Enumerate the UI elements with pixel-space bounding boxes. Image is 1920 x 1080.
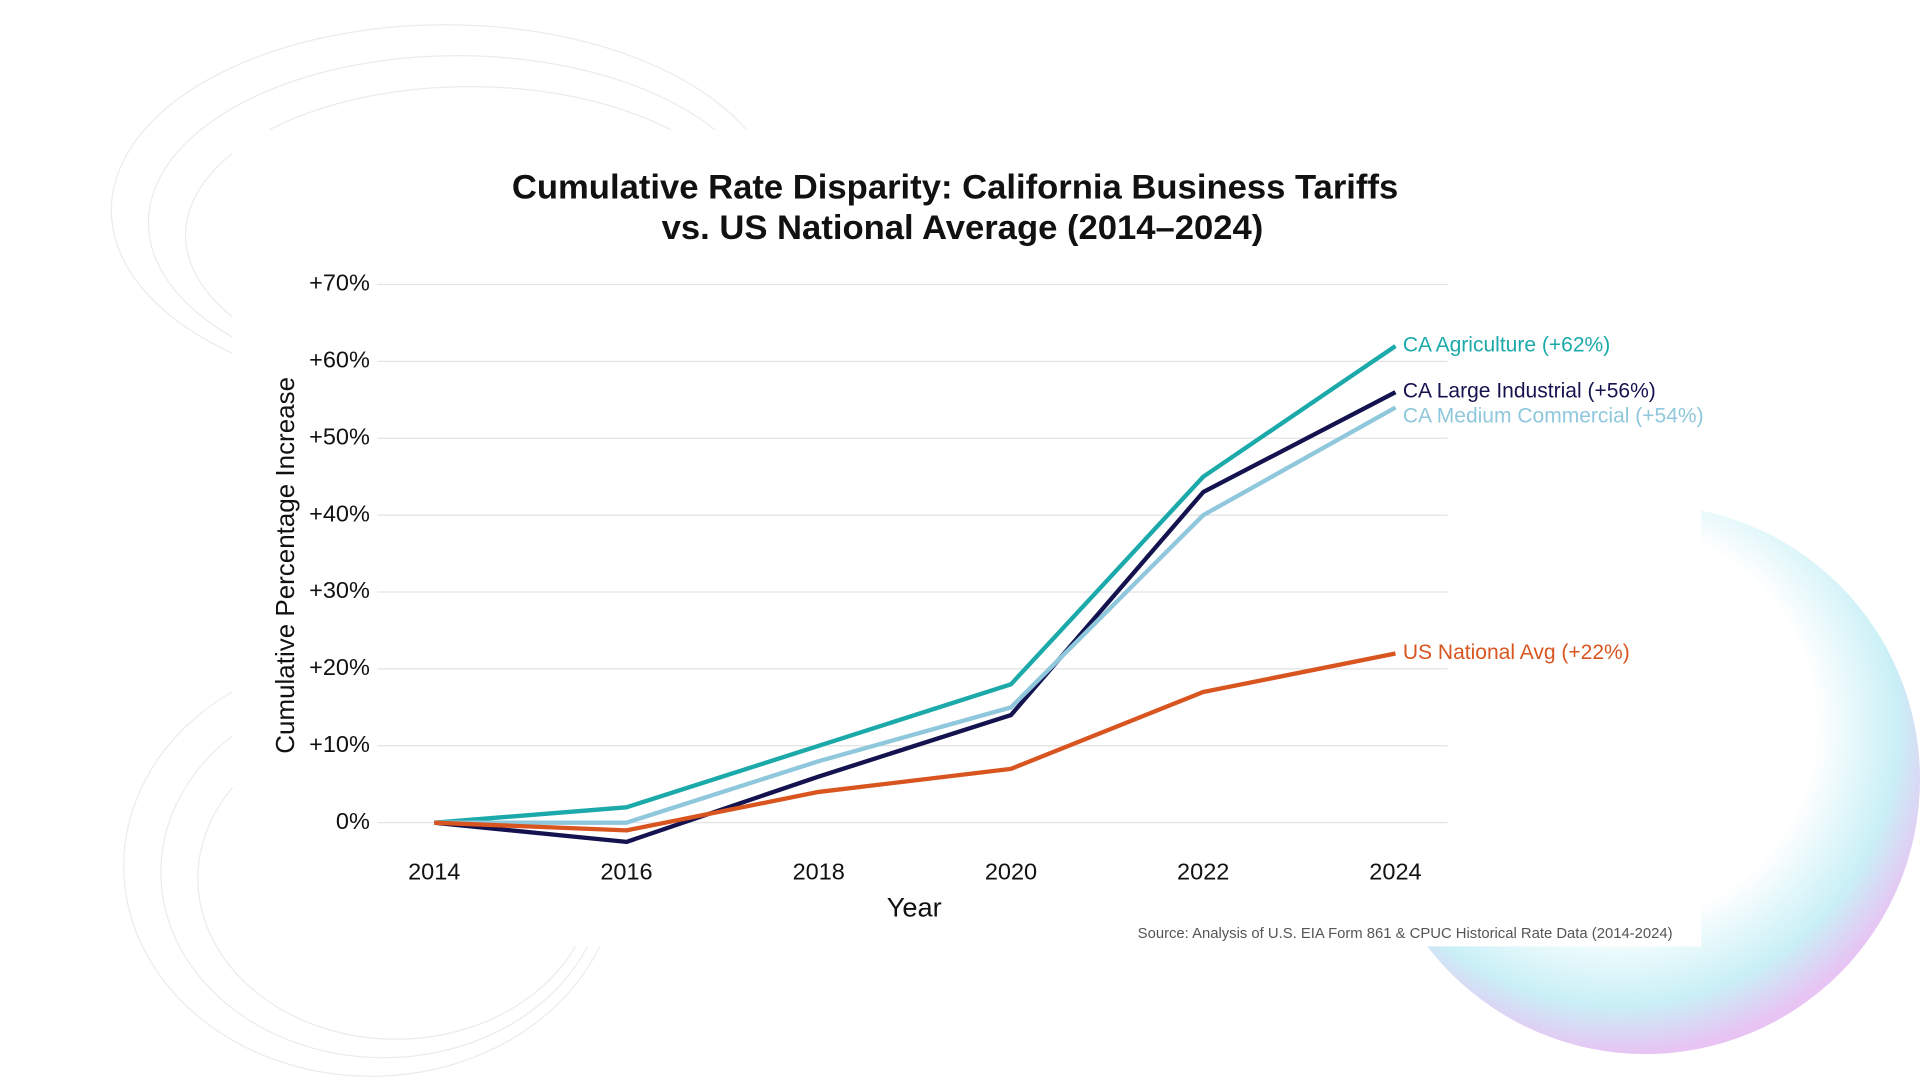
x-axis-label: Year: [887, 891, 942, 922]
y-tick-label: +60%: [309, 347, 370, 373]
x-tick-label: 2014: [408, 859, 460, 885]
y-tick-label: +20%: [309, 654, 370, 680]
chart-panel: [232, 129, 1702, 947]
series-line: [434, 390, 1397, 845]
x-tick-label: 2020: [985, 859, 1037, 885]
series-line: [434, 651, 1396, 833]
series-line: [434, 344, 1397, 825]
series-label: CA Medium Commercial (+54%): [1403, 404, 1704, 427]
y-tick-label: 0%: [336, 808, 370, 834]
y-axis-label: Cumulative Percentage Increase: [270, 377, 300, 754]
series-label: US National Avg (+22%): [1403, 641, 1630, 664]
y-tick-label: +40%: [309, 500, 370, 526]
y-tick-label: +30%: [309, 577, 370, 603]
source-note: Source: Analysis of U.S. EIA Form 861 & …: [1138, 926, 1673, 942]
x-tick-label: 2022: [1177, 859, 1229, 885]
y-tick-label: +10%: [309, 731, 370, 757]
x-tick-label: 2018: [793, 859, 845, 885]
chart-title: vs. US National Average (2014–2024): [662, 209, 1264, 247]
y-tick-label: +50%: [309, 423, 370, 449]
x-tick-label: 2024: [1369, 859, 1421, 885]
x-tick-label: 2016: [600, 859, 652, 885]
series-line: [434, 405, 1397, 825]
chart-title: Cumulative Rate Disparity: California Bu…: [512, 168, 1398, 206]
series-label: CA Agriculture (+62%): [1403, 334, 1610, 357]
series-label: CA Large Industrial (+56%): [1403, 380, 1656, 403]
y-tick-label: +70%: [309, 270, 370, 296]
